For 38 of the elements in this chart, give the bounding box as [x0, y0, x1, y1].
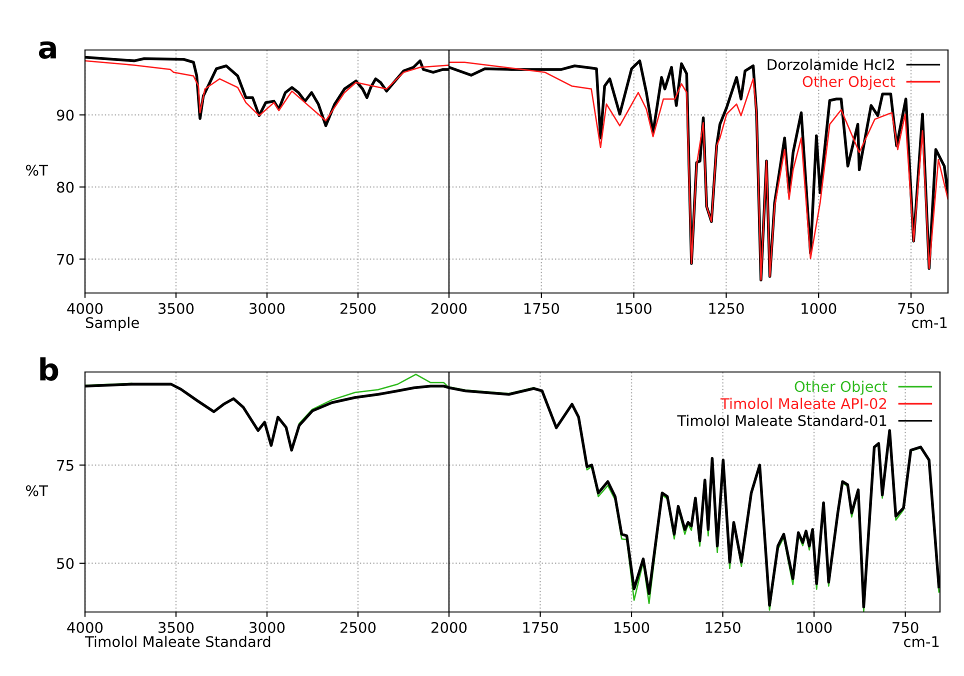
y-tick-label: 50 [57, 558, 74, 570]
y-tick-label: 80 [57, 182, 74, 193]
legend-label: Other Object [794, 380, 888, 395]
x-tick-label: 2500 [340, 302, 376, 314]
x-tick-label: 1750 [523, 622, 558, 634]
x-tick-label: 1250 [709, 302, 744, 314]
chart-title: a [38, 41, 56, 59]
x-axis-title: Timolol Maleate Standard [84, 636, 270, 648]
chart-title: b [40, 357, 58, 381]
legend-label: Dorzolamide Hcl2 [768, 58, 894, 70]
y-tick-label: 70 [57, 254, 74, 265]
x-tick-label: 4000 [67, 622, 103, 634]
x-axis-title: Sample [86, 316, 139, 331]
x-tick-label: 4000 [67, 302, 103, 314]
x-tick-label: 1500 [616, 302, 652, 314]
x-tick-label: 2000 [432, 302, 467, 314]
x-tick-label: 2500 [340, 622, 376, 634]
x-tick-label: 3000 [250, 302, 285, 314]
x-tick-label: 1000 [797, 622, 832, 634]
x-tick-label: 3500 [158, 622, 194, 634]
y-tick-label: 75 [57, 460, 74, 471]
x-tick-label: 750 [892, 622, 918, 634]
x-tick-label: 3500 [158, 302, 194, 314]
x-tick-label: 2000 [432, 622, 467, 634]
x-axis-title: cm-1 [912, 317, 947, 328]
legend-label: Timolol Maleate Standard-01 [677, 414, 886, 426]
legend-label: Other Object [802, 76, 896, 90]
legend-label: Timolol Maleate API-02 [720, 398, 886, 410]
x-axis-title: cm-1 [904, 636, 939, 648]
x-tick-label: 1500 [614, 622, 650, 634]
x-tick-label: 750 [898, 302, 924, 314]
y-tick-label: 90 [56, 110, 74, 121]
y-axis-title: %T [26, 164, 48, 176]
x-tick-label: 1750 [524, 302, 559, 314]
x-tick-label: 3000 [250, 622, 285, 634]
x-tick-label: 1250 [706, 622, 740, 634]
y-axis-title: %T [26, 485, 48, 496]
x-tick-label: 1000 [802, 302, 836, 314]
